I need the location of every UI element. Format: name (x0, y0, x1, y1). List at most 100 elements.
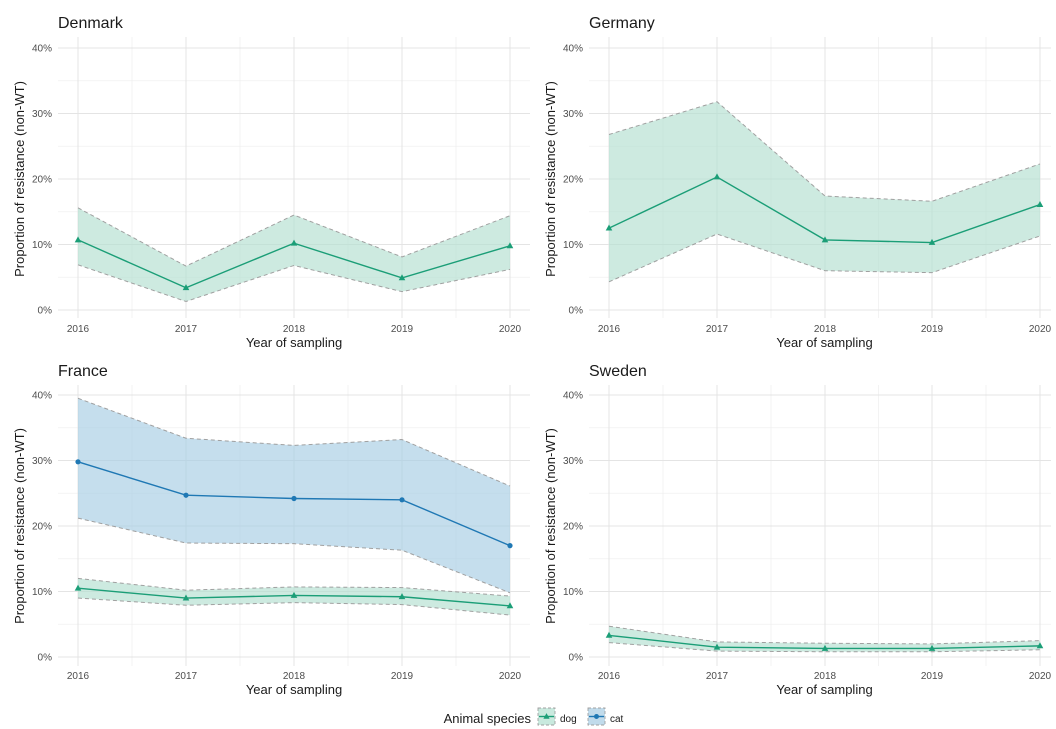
point-cat (183, 492, 189, 498)
y-tick-label: 0% (569, 653, 584, 664)
panel-france: 0% 10% 20% 30% 40% 2016 2017 2018 2019 2020 France… (12, 363, 530, 697)
x-tick-label: 2018 (283, 671, 306, 682)
point-dog (605, 224, 613, 231)
ci-upper-dog (608, 101, 1041, 202)
y-tick-label: 30% (32, 456, 52, 467)
x-tick-label: 2018 (814, 324, 837, 335)
ci-lower-dog (608, 233, 1041, 283)
x-axis-title: Year of sampling (246, 335, 342, 350)
point-dog (290, 591, 298, 598)
y-axis-title: Proportion of resistance (non-WT) (543, 81, 558, 277)
point-dog (506, 602, 514, 609)
x-tick-label: 2016 (598, 324, 621, 335)
x-axis-title: Year of sampling (246, 682, 342, 697)
point-dog (928, 238, 936, 245)
x-axis-title: Year of sampling (776, 682, 872, 697)
x-tick-label: 2019 (921, 671, 944, 682)
y-tick-label: 30% (563, 109, 583, 120)
panel-title: Germany (589, 15, 655, 32)
series-cat (75, 397, 513, 594)
panel-title: Sweden (589, 363, 647, 380)
x-tick-label: 2020 (1029, 671, 1052, 682)
y-tick-label: 40% (563, 44, 583, 55)
y-axis-title: Proportion of resistance (non-WT) (12, 81, 27, 277)
series-dog (605, 101, 1044, 283)
y-tick-label: 20% (563, 522, 583, 533)
point-dog (1036, 200, 1044, 207)
panel-denmark: 0% 10% 20% 30% 40% 2016 2017 2018 2019 2020 Denmar… (12, 15, 530, 350)
grid (58, 37, 530, 318)
point-dog (821, 644, 829, 651)
point-dog (713, 173, 721, 180)
series-dog (74, 207, 514, 303)
y-tick-label: 0% (569, 306, 584, 317)
x-tick-label: 2020 (499, 324, 522, 335)
ci-lower-dog (77, 264, 511, 303)
y-tick-label: 40% (32, 44, 52, 55)
x-tick-label: 2020 (499, 671, 522, 682)
point-dog (928, 644, 936, 651)
panel-germany: 0% 10% 20% 30% 40% 2016 2017 2018 2019 2020 German… (543, 15, 1052, 350)
legend-label-cat: cat (610, 714, 624, 725)
point-dog (605, 631, 613, 638)
x-tick-label: 2016 (67, 324, 90, 335)
y-tick-label: 30% (563, 456, 583, 467)
point-cat (507, 543, 513, 549)
y-tick-label: 10% (32, 587, 52, 598)
x-tick-label: 2016 (598, 671, 621, 682)
y-tick-label: 0% (38, 653, 53, 664)
legend-label-dog: dog (560, 714, 577, 725)
ci-upper-dog (608, 625, 1041, 645)
x-tick-label: 2017 (706, 671, 729, 682)
point-dog (398, 593, 406, 600)
ci-lower-dog (608, 642, 1041, 653)
panel-title: France (58, 363, 108, 380)
legend: Animal species dog cat (444, 707, 624, 726)
x-tick-label: 2018 (283, 324, 306, 335)
x-tick-label: 2017 (175, 671, 198, 682)
legend-key-cat: cat (587, 707, 624, 726)
point-dog (74, 236, 82, 243)
y-tick-label: 10% (32, 240, 52, 251)
point-cat (75, 459, 81, 465)
y-tick-label: 20% (32, 175, 52, 186)
ci-band-cat (78, 398, 510, 593)
panel-sweden: 0% 10% 20% 30% 40% 2016 2017 2018 2019 2020 Sweden… (543, 363, 1052, 697)
grid (589, 385, 1051, 666)
ci-upper-dog (77, 577, 511, 597)
x-tick-label: 2019 (391, 671, 414, 682)
ci-band-dog (609, 101, 1040, 282)
point-dog (1036, 642, 1044, 649)
point-dog (182, 594, 190, 601)
y-tick-label: 20% (32, 522, 52, 533)
y-tick-label: 30% (32, 109, 52, 120)
legend-marker-cat (594, 714, 599, 719)
legend-title: Animal species (444, 711, 532, 726)
y-tick-label: 10% (563, 240, 583, 251)
y-tick-label: 40% (563, 391, 583, 402)
x-tick-label: 2019 (391, 324, 414, 335)
point-cat (399, 497, 405, 503)
point-dog (290, 239, 298, 246)
series-dog (74, 577, 514, 616)
x-tick-label: 2019 (921, 324, 944, 335)
x-tick-label: 2017 (706, 324, 729, 335)
x-tick-label: 2016 (67, 671, 90, 682)
ci-lower-dog (77, 597, 511, 616)
point-dog (398, 274, 406, 281)
legend-marker-dog (543, 713, 550, 719)
x-tick-label: 2018 (814, 671, 837, 682)
point-dog (506, 242, 514, 249)
point-cat (291, 495, 297, 502)
y-tick-label: 40% (32, 391, 52, 402)
y-tick-label: 10% (563, 587, 583, 598)
ci-lower-cat (77, 517, 511, 594)
x-axis-title: Year of sampling (776, 335, 872, 350)
panel-title: Denmark (58, 15, 124, 32)
point-dog (182, 284, 190, 291)
series-dog (605, 625, 1044, 653)
point-dog (74, 584, 82, 591)
legend-key-dog: dog (537, 707, 577, 726)
point-dog (713, 643, 721, 650)
